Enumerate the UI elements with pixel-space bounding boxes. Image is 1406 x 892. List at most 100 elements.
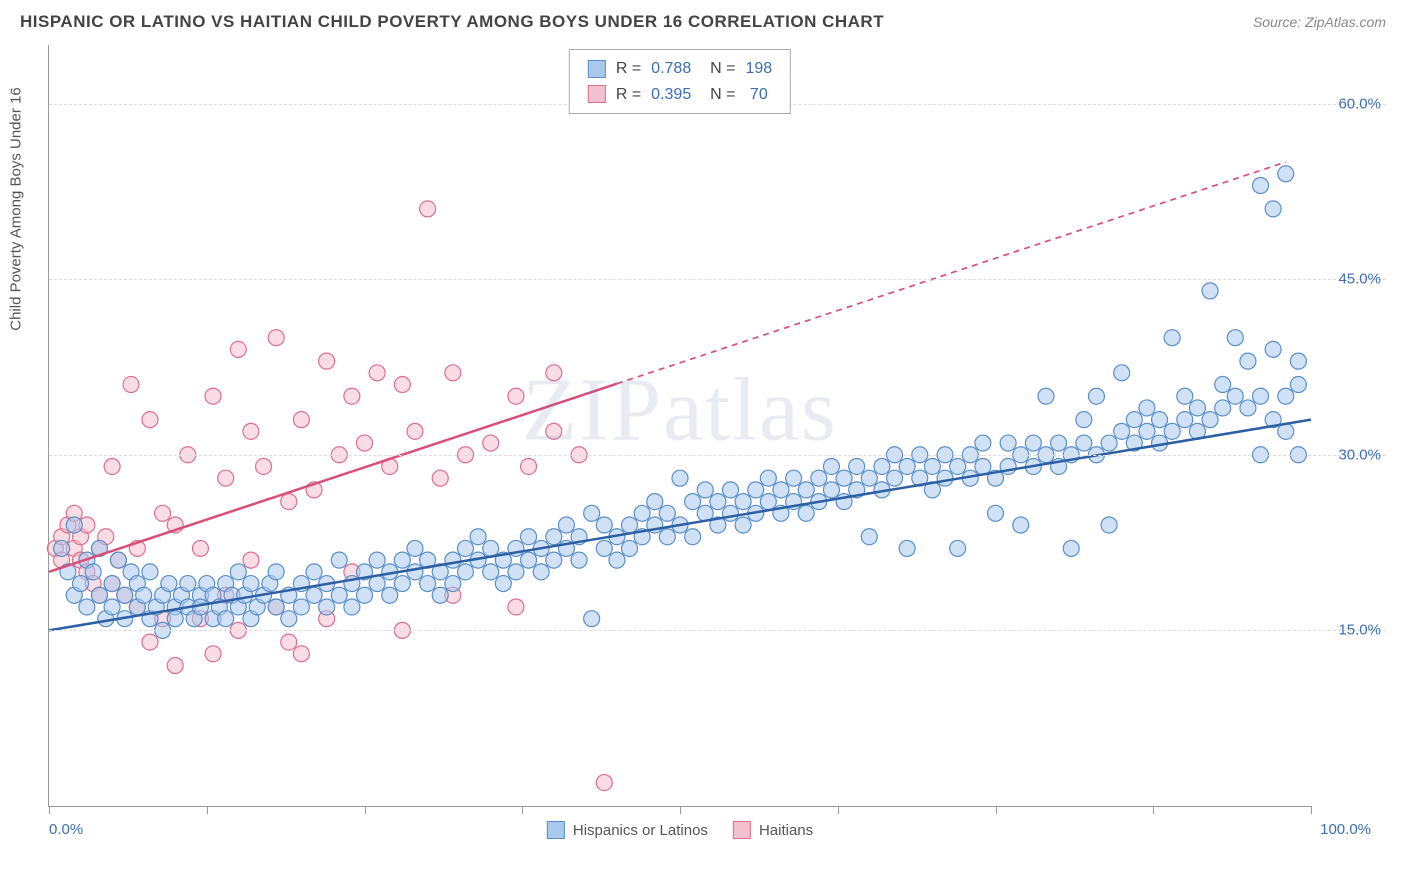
scatter-point [659, 505, 675, 521]
scatter-point [357, 587, 373, 603]
scatter-point [622, 540, 638, 556]
scatter-point [394, 377, 410, 393]
scatter-point [483, 435, 499, 451]
scatter-point [508, 599, 524, 615]
scatter-point [622, 517, 638, 533]
scatter-point [268, 564, 284, 580]
plot-svg [49, 45, 1311, 806]
legend-item-haitian: Haitians [733, 821, 813, 839]
scatter-point [66, 517, 82, 533]
scatter-point [1164, 423, 1180, 439]
scatter-point [331, 552, 347, 568]
scatter-point [432, 587, 448, 603]
scatter-point [558, 517, 574, 533]
scatter-point [243, 423, 259, 439]
scatter-point [760, 470, 776, 486]
scatter-point [1076, 435, 1092, 451]
y-tick-label: 30.0% [1338, 446, 1381, 463]
scatter-point [748, 482, 764, 498]
chart-title: HISPANIC OR LATINO VS HAITIAN CHILD POVE… [20, 12, 884, 32]
scatter-point [546, 552, 562, 568]
scatter-point [773, 482, 789, 498]
scatter-point [596, 517, 612, 533]
scatter-point [1215, 400, 1231, 416]
legend-swatch-haitian [733, 821, 751, 839]
scatter-point [230, 564, 246, 580]
scatter-point [1265, 341, 1281, 357]
y-tick-label: 60.0% [1338, 95, 1381, 112]
scatter-point [104, 599, 120, 615]
scatter-point [104, 576, 120, 592]
scatter-point [521, 552, 537, 568]
scatter-point [394, 576, 410, 592]
scatter-point [533, 564, 549, 580]
scatter-point [722, 482, 738, 498]
scatter-point [142, 634, 158, 650]
scatter-point [1051, 435, 1067, 451]
scatter-point [571, 552, 587, 568]
scatter-point [268, 330, 284, 346]
legend-swatch-hispanic [547, 821, 565, 839]
scatter-point [445, 576, 461, 592]
scatter-point [1278, 166, 1294, 182]
scatter-point [697, 482, 713, 498]
x-tick [1311, 806, 1312, 814]
scatter-point [798, 505, 814, 521]
scatter-point [180, 576, 196, 592]
scatter-point [1253, 177, 1269, 193]
scatter-point [672, 470, 688, 486]
y-axis-label: Child Poverty Among Boys Under 16 [8, 87, 25, 330]
scatter-point [584, 611, 600, 627]
scatter-point [243, 576, 259, 592]
scatter-point [1215, 377, 1231, 393]
scatter-point [91, 587, 107, 603]
scatter-point [123, 377, 139, 393]
scatter-point [659, 529, 675, 545]
x-tick [207, 806, 208, 814]
scatter-point [546, 365, 562, 381]
scatter-point [1240, 400, 1256, 416]
plot-area: R = 0.788 N = 198 R = 0.395 N = 70 ZIPat… [48, 45, 1311, 807]
scatter-point [1240, 353, 1256, 369]
r-label: R = [616, 56, 641, 82]
scatter-point [1025, 435, 1041, 451]
scatter-point [685, 494, 701, 510]
scatter-point [823, 458, 839, 474]
scatter-point [218, 470, 234, 486]
x-tick [680, 806, 681, 814]
chart-container: Child Poverty Among Boys Under 16 R = 0.… [48, 45, 1386, 842]
scatter-point [218, 611, 234, 627]
stats-swatch-haitian [588, 85, 606, 103]
scatter-point [369, 365, 385, 381]
stats-legend-box: R = 0.788 N = 198 R = 0.395 N = 70 [569, 49, 791, 114]
scatter-point [735, 517, 751, 533]
scatter-point [1101, 517, 1117, 533]
scatter-point [722, 505, 738, 521]
scatter-point [596, 775, 612, 791]
grid-line [49, 455, 1386, 456]
scatter-point [331, 587, 347, 603]
scatter-point [508, 564, 524, 580]
scatter-point [1139, 400, 1155, 416]
scatter-point [319, 599, 335, 615]
scatter-point [760, 494, 776, 510]
scatter-point [192, 540, 208, 556]
r-value-haitian: 0.395 [651, 82, 691, 108]
scatter-point [281, 494, 297, 510]
scatter-point [457, 540, 473, 556]
scatter-point [937, 470, 953, 486]
scatter-point [142, 564, 158, 580]
scatter-point [420, 201, 436, 217]
scatter-point [786, 470, 802, 486]
scatter-point [1164, 330, 1180, 346]
scatter-point [230, 341, 246, 357]
x-tick [365, 806, 366, 814]
scatter-point [470, 529, 486, 545]
scatter-point [1202, 412, 1218, 428]
scatter-point [319, 353, 335, 369]
r-label: R = [616, 82, 641, 108]
grid-line [49, 630, 1386, 631]
scatter-point [899, 458, 915, 474]
scatter-point [344, 599, 360, 615]
scatter-point [85, 564, 101, 580]
